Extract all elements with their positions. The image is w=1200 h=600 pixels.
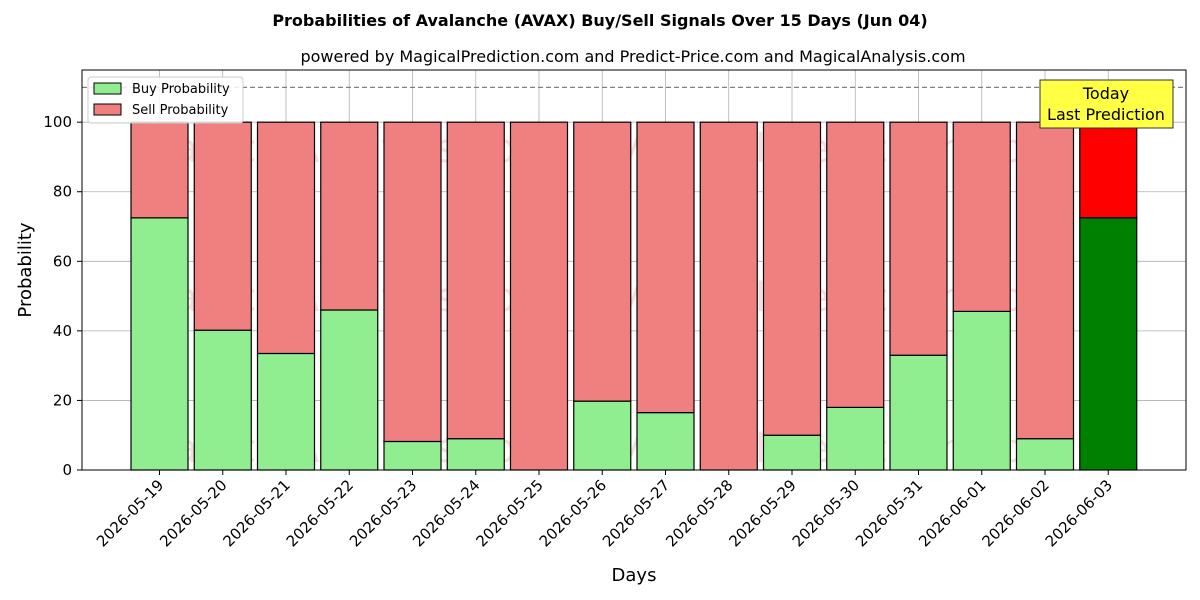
x-tick-label: 2026-05-23 xyxy=(346,476,420,550)
x-axis-label: Days xyxy=(612,565,657,586)
buy-bar xyxy=(446,438,505,471)
legend-swatch xyxy=(93,103,122,116)
x-tick-label: 2026-05-24 xyxy=(409,476,483,550)
x-tick-label: 2026-06-01 xyxy=(915,476,989,550)
sell-bar xyxy=(573,121,632,402)
buy-bar xyxy=(383,440,442,471)
y-tick-label: 80 xyxy=(53,183,72,201)
sell-bar xyxy=(762,121,822,436)
x-tick-label: 2026-05-25 xyxy=(472,476,546,550)
x-tick-label: 2026-05-30 xyxy=(789,476,863,550)
sell-bar xyxy=(320,121,379,311)
x-axis-ticks: 2026-05-192026-05-202026-05-212026-05-22… xyxy=(93,470,1116,550)
sell-bar xyxy=(383,121,442,443)
buy-bar xyxy=(320,309,379,471)
y-tick-label: 100 xyxy=(43,113,72,131)
x-tick-label: 2026-05-19 xyxy=(93,476,167,550)
x-tick-label: 2026-05-28 xyxy=(662,476,736,550)
buy-bar xyxy=(1079,217,1138,471)
x-tick-label: 2026-05-20 xyxy=(156,476,230,550)
sell-bar xyxy=(256,121,316,355)
chart-subtitle: powered by MagicalPrediction.com and Pre… xyxy=(300,47,965,66)
sell-bar xyxy=(1079,121,1138,219)
x-tick-label: 2026-05-26 xyxy=(536,476,610,550)
chart-title: Probabilities of Avalanche (AVAX) Buy/Se… xyxy=(272,11,927,30)
sell-bar xyxy=(826,121,885,408)
annotation-box xyxy=(1039,79,1174,129)
y-tick-label: 40 xyxy=(53,322,72,340)
y-tick-label: 60 xyxy=(53,252,72,270)
x-tick-label: 2026-05-29 xyxy=(725,476,799,550)
buy-bar xyxy=(193,329,252,471)
today-annotation: Today Last Prediction xyxy=(1039,79,1174,129)
legend-swatch xyxy=(93,82,122,95)
buy-bar xyxy=(762,434,822,471)
sell-bar xyxy=(699,121,758,471)
sell-bar xyxy=(446,121,505,440)
x-tick-label: 2026-05-21 xyxy=(219,476,293,550)
buy-bar xyxy=(256,352,316,471)
sell-bar xyxy=(952,121,1011,312)
x-tick-label: 2026-05-22 xyxy=(283,476,357,550)
y-tick-label: 20 xyxy=(53,391,72,409)
plot-frame xyxy=(81,69,1187,471)
y-axis-ticks: 0 20 40 60 80 100 xyxy=(43,113,82,479)
x-tick-label: 2026-05-31 xyxy=(852,476,926,550)
legend-box xyxy=(87,76,244,124)
legend-label: Buy Probability xyxy=(132,82,230,97)
annotation-text: Last Prediction xyxy=(1047,105,1165,124)
sell-bar xyxy=(130,121,189,219)
legend: Buy Probability Sell Probability xyxy=(87,76,244,124)
sell-bar xyxy=(1015,121,1075,440)
sell-bar xyxy=(889,121,948,356)
y-axis-label: Probability xyxy=(15,222,36,317)
x-tick-label: 2026-06-02 xyxy=(978,476,1052,550)
buy-bar xyxy=(952,310,1011,471)
buy-bar xyxy=(573,400,632,471)
sell-bar xyxy=(636,121,695,414)
x-tick-label: 2026-05-27 xyxy=(599,476,673,550)
x-tick-label: 2026-06-03 xyxy=(1042,476,1116,550)
bars-layer xyxy=(130,121,1138,471)
buy-bar xyxy=(1015,438,1075,471)
buy-bar xyxy=(826,406,885,471)
buy-bar xyxy=(636,412,695,471)
sell-bar xyxy=(509,121,569,471)
sell-bar xyxy=(193,121,252,331)
buy-bar xyxy=(889,354,948,471)
legend-label: Sell Probability xyxy=(132,103,229,118)
annotation-text: Today xyxy=(1082,84,1129,103)
buy-bar xyxy=(130,217,189,471)
y-tick-label: 0 xyxy=(62,461,72,479)
